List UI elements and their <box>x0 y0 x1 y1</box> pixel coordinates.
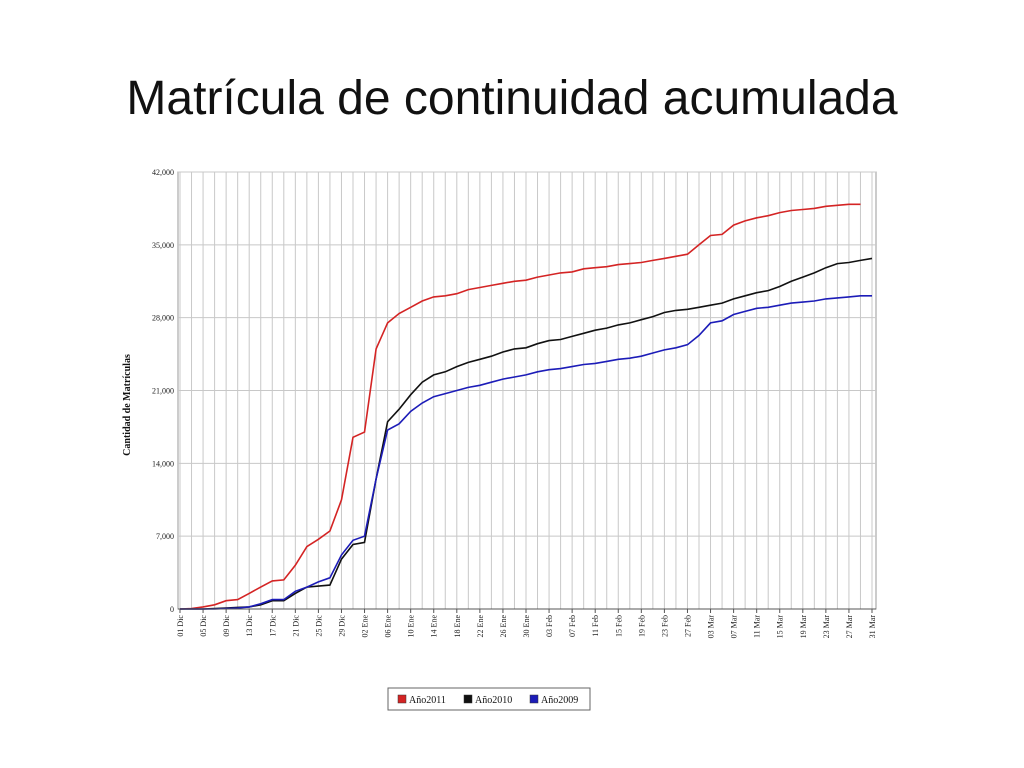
x-tick-label: 13 Dic <box>245 615 254 637</box>
x-tick-label: 18 Ene <box>453 615 462 638</box>
y-tick-label: 21,000 <box>152 387 174 396</box>
x-tick-label: 25 Dic <box>314 615 323 637</box>
slide-title: Matrícula de continuidad acumulada <box>126 72 897 125</box>
x-tick-label: 05 Dic <box>199 615 208 637</box>
x-tick-label: 27 Mar <box>845 615 854 639</box>
data-line <box>179 203 861 610</box>
x-tick-label: 11 Mar <box>753 615 762 638</box>
x-tick-label: 17 Dic <box>268 615 277 637</box>
x-tick-label: 15 Feb <box>614 615 623 637</box>
x-tick-label: 07 Mar <box>730 615 739 639</box>
x-tick-label: 27 Feb <box>683 615 692 637</box>
x-tick-label: 29 Dic <box>337 615 346 637</box>
x-tick-label: 03 Feb <box>545 615 554 637</box>
x-tick-label: 19 Mar <box>799 615 808 639</box>
legend-label: Año2011 <box>409 695 446 706</box>
legend-swatch <box>463 694 473 704</box>
y-tick-label: 14,000 <box>152 459 174 468</box>
x-tick-label: 10 Ene <box>407 615 416 638</box>
legend-swatch <box>529 694 539 704</box>
y-tick-label: 28,000 <box>152 314 174 323</box>
y-axis-label: Cantidad de Matrículas <box>122 354 133 456</box>
x-tick-label: 03 Mar <box>707 615 716 639</box>
x-tick-label: 11 Feb <box>591 615 600 637</box>
x-tick-label: 23 Feb <box>660 615 669 637</box>
x-tick-label: 23 Mar <box>822 615 831 639</box>
x-tick-label: 26 Ene <box>499 615 508 638</box>
x-tick-label: 15 Mar <box>776 615 785 639</box>
x-tick-label: 07 Feb <box>568 615 577 637</box>
x-tick-label: 22 Ene <box>476 615 485 638</box>
legend-box <box>387 687 591 711</box>
x-tick-label: 06 Ene <box>384 615 393 638</box>
x-tick-label: 14 Ene <box>430 615 439 638</box>
y-tick-label: 42,000 <box>152 168 174 177</box>
x-tick-label: 09 Dic <box>222 615 231 637</box>
y-tick-label: 7,000 <box>156 532 174 541</box>
legend-swatch <box>397 694 407 704</box>
data-line <box>180 257 873 610</box>
x-tick-label: 19 Feb <box>637 615 646 637</box>
x-tick-label: 02 Ene <box>361 615 370 638</box>
x-tick-label: 30 Ene <box>522 615 531 638</box>
legend-label: Año2010 <box>475 695 512 706</box>
x-tick-label: 31 Mar <box>868 615 877 639</box>
x-tick-label: 01 Dic <box>176 615 185 637</box>
data-line <box>180 295 872 610</box>
y-tick-label: 35,000 <box>152 241 174 250</box>
x-tick-label: 21 Dic <box>291 615 300 637</box>
legend-label: Año2009 <box>541 695 578 706</box>
y-tick-label: 0 <box>170 605 174 614</box>
